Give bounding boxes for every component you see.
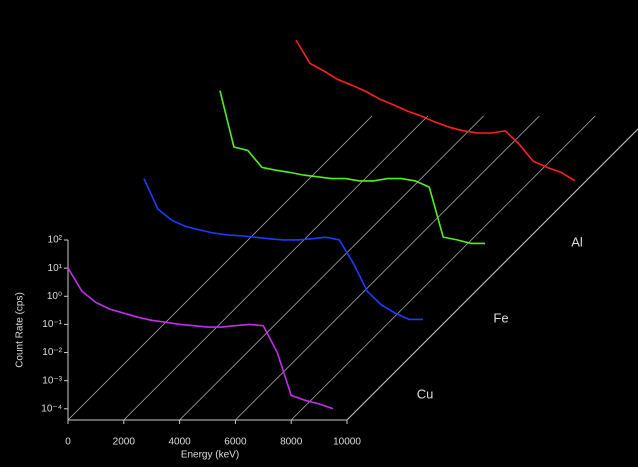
y-tick-label: 10¹ xyxy=(48,263,63,274)
depth-grid-line xyxy=(67,115,373,421)
y-tick-label: 10⁰ xyxy=(47,291,62,302)
depth-grid-line xyxy=(179,115,484,421)
depth-grid-line xyxy=(290,115,596,421)
series-label: Fe xyxy=(493,310,508,325)
x-tick-label: 0 xyxy=(65,437,71,448)
series-label: Cu xyxy=(417,386,434,401)
spectrum-line xyxy=(67,267,334,410)
y-tick-label: 10² xyxy=(48,235,63,246)
spectrum-line xyxy=(219,90,486,245)
y-tick-label: 10⁻³ xyxy=(42,375,62,386)
spectrum-line xyxy=(295,39,576,182)
depth-grid-line xyxy=(235,115,540,421)
x-tick-label: 8000 xyxy=(280,437,303,448)
depth-axis xyxy=(346,128,638,421)
y-tick-label: 10⁻¹ xyxy=(42,319,62,330)
x-axis-label: Energy (keV) xyxy=(181,450,239,461)
x-tick-label: 6000 xyxy=(224,437,247,448)
y-axis-label: Count Rate (cps) xyxy=(15,292,26,368)
y-tick-label: 10⁻² xyxy=(42,347,62,358)
spectrum-line xyxy=(143,178,423,321)
depth-grid-line xyxy=(123,115,429,421)
x-tick-label: 10000 xyxy=(333,437,361,448)
series-label: Al xyxy=(571,234,583,249)
depth-grid-line xyxy=(346,128,638,421)
y-tick-label: 10⁻⁴ xyxy=(41,403,62,414)
x-tick-label: 4000 xyxy=(168,437,191,448)
x-tick-label: 2000 xyxy=(113,437,136,448)
